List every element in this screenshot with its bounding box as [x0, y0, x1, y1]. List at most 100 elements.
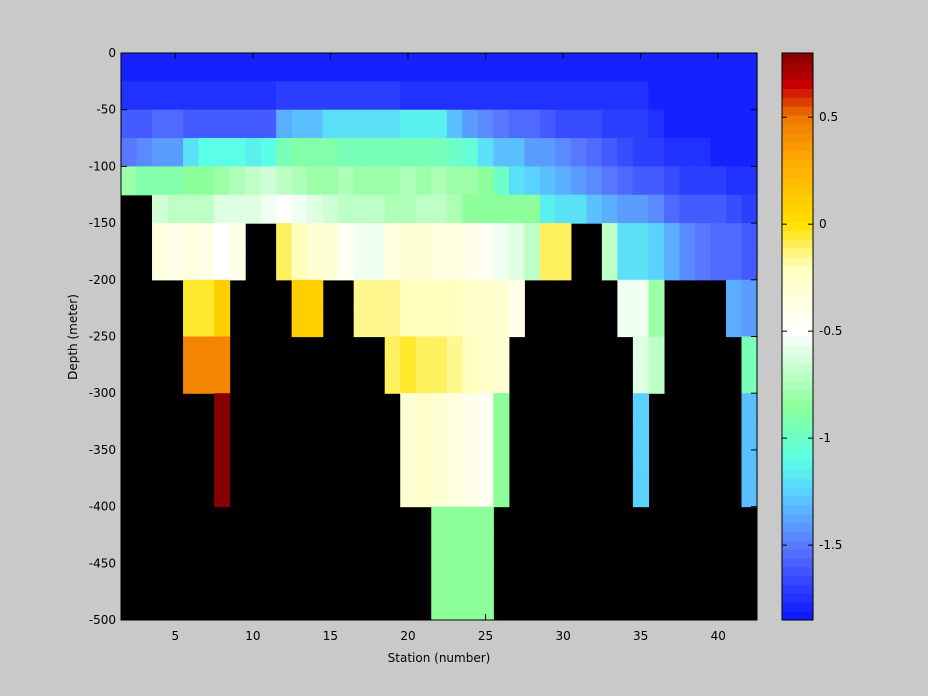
heatmap-cell: [152, 223, 169, 253]
x-tick-label: 30: [555, 629, 570, 643]
colorbar-band: [782, 345, 813, 355]
heatmap-cell: [462, 563, 479, 593]
heatmap-cell: [214, 364, 231, 394]
heatmap-cell: [586, 138, 603, 167]
heatmap-cell: [152, 109, 169, 139]
heatmap-cell: [152, 251, 169, 281]
heatmap-cell: [632, 279, 650, 309]
heatmap-cell: [477, 563, 494, 593]
heatmap-cell: [415, 336, 432, 366]
heatmap-cell: [415, 364, 432, 394]
heatmap-cell: [183, 223, 200, 253]
heatmap-cell: [725, 109, 743, 139]
heatmap-cell: [183, 194, 200, 224]
heatmap-cell: [524, 251, 541, 281]
heatmap-cell: [555, 251, 572, 281]
heatmap-cell: [152, 53, 169, 82]
heatmap-cell: [431, 534, 448, 564]
colorbar-band: [782, 132, 813, 143]
colorbar-band: [782, 265, 813, 275]
heatmap-cell: [415, 53, 432, 82]
heatmap-cell: [617, 81, 634, 111]
y-tick-label: -350: [89, 443, 116, 457]
heatmap-cell: [229, 138, 246, 167]
heatmap-cells: [121, 53, 758, 621]
colorbar-bands: [782, 53, 813, 621]
colorbar-band: [782, 221, 813, 231]
colorbar-band: [782, 425, 813, 435]
heatmap-cell: [601, 251, 618, 281]
heatmap-cell: [570, 53, 587, 82]
heatmap-cell: [508, 166, 525, 196]
heatmap-cell: [679, 81, 696, 111]
heatmap-cell: [679, 53, 696, 82]
heatmap-cell: [183, 81, 200, 111]
y-tick-label: -450: [89, 556, 116, 570]
heatmap-cell: [384, 336, 401, 366]
heatmap-cell: [477, 308, 494, 338]
heatmap-cell: [539, 53, 556, 82]
heatmap-cell: [353, 53, 370, 82]
heatmap-cell: [400, 251, 417, 281]
y-tick-label: -100: [89, 159, 116, 173]
heatmap-cell: [586, 166, 603, 196]
heatmap-cell: [322, 223, 339, 253]
heatmap-cell: [338, 138, 355, 167]
heatmap-cell: [400, 421, 417, 451]
colorbar-band: [782, 159, 813, 169]
heatmap-cell: [462, 166, 479, 196]
colorbar-band: [782, 336, 813, 346]
heatmap-cell: [570, 81, 587, 111]
colorbar-band: [782, 611, 813, 621]
colorbar-band: [782, 115, 813, 125]
heatmap-cell: [229, 166, 246, 196]
colorbar-band: [782, 327, 813, 337]
heatmap-cell: [229, 109, 246, 139]
heatmap-cell: [508, 279, 525, 309]
heatmap-cell: [183, 138, 200, 167]
heatmap-cell: [632, 364, 650, 394]
heatmap-cell: [338, 109, 355, 139]
heatmap-cell: [632, 336, 650, 366]
heatmap-cell: [632, 478, 650, 508]
colorbar-band: [782, 540, 813, 550]
heatmap-cell: [663, 109, 681, 139]
heatmap-cell: [322, 166, 339, 196]
heatmap-cell: [291, 138, 308, 167]
heatmap-cell: [462, 138, 479, 167]
heatmap-cell: [276, 81, 293, 111]
heatmap-cell: [539, 223, 556, 253]
heatmap-cell: [477, 393, 494, 423]
heatmap-cell: [384, 251, 401, 281]
colorbar-band: [782, 292, 813, 302]
heatmap-cell: [741, 421, 758, 451]
heatmap-cell: [601, 223, 618, 253]
colorbar-band: [782, 212, 813, 222]
colorbar-band: [782, 584, 813, 594]
heatmap-cell: [214, 223, 231, 253]
heatmap-cell: [462, 308, 479, 338]
heatmap-cell: [198, 308, 215, 338]
plot-area: 5 10 15 20 25 30 35 40 0 -50 -100 -150 -200 -250 -300…: [66, 46, 758, 665]
heatmap-cell: [415, 251, 432, 281]
heatmap-cell: [307, 308, 324, 338]
heatmap-cell: [369, 279, 386, 309]
heatmap-cell: [493, 109, 510, 139]
heatmap-cell: [617, 308, 634, 338]
heatmap-cell: [338, 251, 355, 281]
y-tick-label: -400: [89, 500, 116, 514]
heatmap-cell: [353, 109, 370, 139]
heatmap-cell: [617, 251, 634, 281]
heatmap-cell: [415, 478, 432, 508]
heatmap-cell: [307, 53, 324, 82]
heatmap-cell: [462, 506, 479, 536]
heatmap-cell: [260, 194, 277, 224]
heatmap-cell: [167, 138, 184, 167]
heatmap-cell: [462, 53, 479, 82]
heatmap-cell: [446, 421, 463, 451]
heatmap-cell: [384, 166, 401, 196]
heatmap-cell: [617, 223, 634, 253]
heatmap-cell: [477, 109, 494, 139]
heatmap-cell: [369, 109, 386, 139]
heatmap-cell: [555, 194, 572, 224]
